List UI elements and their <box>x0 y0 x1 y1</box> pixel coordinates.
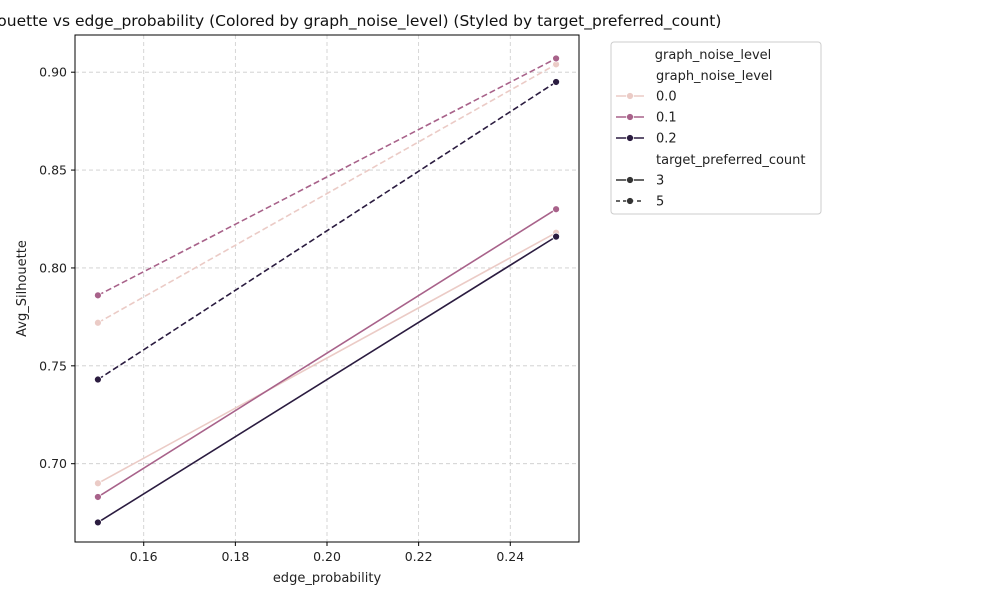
data-point <box>94 493 102 501</box>
series-line-noise-0.0-count-5 <box>97 63 557 324</box>
x-axis: 0.16 0.18 0.20 0.22 0.24 <box>130 542 524 564</box>
x-tick-label: 0.24 <box>496 549 524 564</box>
data-point <box>94 518 102 527</box>
series-markers <box>94 54 560 527</box>
legend-entry-label: 0.1 <box>656 111 677 126</box>
legend-swatch-marker <box>626 92 634 100</box>
y-tick-label: 0.80 <box>39 260 67 275</box>
legend-entry-label: 3 <box>656 174 664 189</box>
legend-title: graph_noise_level <box>655 48 772 63</box>
legend-entry-label: 0.2 <box>656 132 677 147</box>
y-axis-label: Avg_Silhouette <box>15 240 30 337</box>
y-axis: 0.70 0.75 0.80 0.85 0.90 <box>39 65 75 471</box>
x-tick-label: 0.18 <box>221 549 249 564</box>
legend-box <box>610 41 822 215</box>
series-line-noise-0.1-count-5 <box>97 57 557 297</box>
y-tick-label: 0.85 <box>39 163 67 178</box>
series-line-noise-0.2-count-3 <box>97 235 557 524</box>
legend-hue-title: graph_noise_level <box>656 69 773 84</box>
legend-swatch-marker <box>626 176 634 184</box>
x-tick-label: 0.22 <box>405 549 433 564</box>
series-line-noise-0.0-count-3 <box>97 232 557 484</box>
series-line-noise-0.2-count-5 <box>97 81 557 381</box>
data-point <box>552 205 560 214</box>
legend: graph_noise_level graph_noise_level 0.0 0.1… <box>610 41 822 215</box>
legend-swatch-marker <box>626 197 634 205</box>
legend-entry-label: 0.0 <box>656 90 677 105</box>
grid <box>75 35 579 542</box>
x-tick-label: 0.16 <box>130 549 158 564</box>
y-tick-label: 0.75 <box>39 358 67 373</box>
x-tick-label: 0.20 <box>313 549 341 564</box>
x-axis-label: edge_probability <box>273 571 382 586</box>
legend-entry-label: 5 <box>656 195 664 210</box>
series-line-noise-0.1-count-3 <box>97 208 557 498</box>
legend-swatch-marker <box>626 113 634 121</box>
y-tick-label: 0.90 <box>39 65 67 80</box>
data-point <box>552 54 560 63</box>
data-point <box>94 318 102 327</box>
legend-swatch-marker <box>626 134 634 142</box>
data-point <box>552 78 560 86</box>
data-point <box>552 232 560 241</box>
y-tick-label: 0.70 <box>39 456 67 471</box>
chart-title: Avg_Silhouette vs edge_probability (Colo… <box>0 12 721 31</box>
data-point <box>94 375 102 384</box>
data-point <box>94 291 102 300</box>
series-lines <box>97 57 557 524</box>
legend-style-title: target_preferred_count <box>656 153 806 168</box>
data-point <box>94 479 102 488</box>
